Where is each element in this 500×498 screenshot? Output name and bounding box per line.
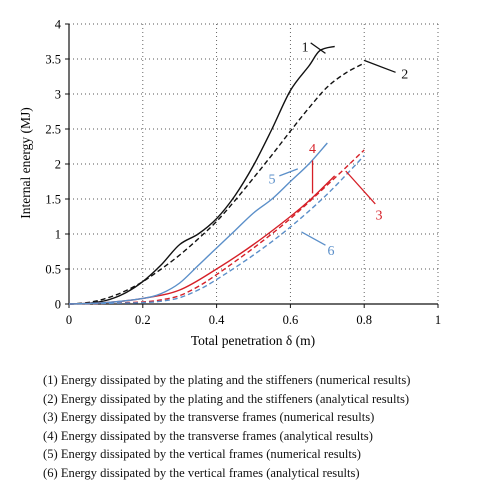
annotation-label-3: 3: [375, 208, 382, 223]
y-tick-label: 0.5: [45, 263, 61, 277]
x-tick-label: 0.2: [135, 313, 151, 327]
annotation-label-2: 2: [401, 68, 408, 83]
annotation-leader-3: [345, 170, 376, 205]
x-tick-label: 0.6: [283, 313, 299, 327]
energy-chart: 0 0.2 0.4 0.6 0.8 1 0 0.5 1 1.5 2 2.5 3 3.5 4 1 2 4 5 3 6 T…: [18, 18, 441, 349]
y-axis-label: Internal energy (MJ): [18, 107, 33, 218]
series-line-3: [68, 175, 336, 305]
y-tick-label: 3: [55, 88, 61, 102]
legend: (1) Energy dissipated by the plating and…: [43, 371, 410, 483]
y-tick-label: 2: [55, 158, 61, 172]
y-tick-label: 1: [55, 228, 61, 242]
annotation-label-6: 6: [327, 244, 334, 259]
x-tick-label: 0.4: [209, 313, 225, 327]
annotation-label-4: 4: [309, 142, 316, 157]
x-tick-label: 0: [66, 313, 72, 327]
x-tick-label: 1: [435, 313, 441, 327]
y-tick-label: 2.5: [45, 123, 61, 137]
legend-item-5: (5) Energy dissipated by the vertical fr…: [43, 447, 361, 462]
series-line-5: [68, 142, 328, 305]
legend-item-2: (2) Energy dissipated by the plating and…: [43, 391, 410, 406]
grid-lines: [69, 23, 439, 304]
y-tick-label: 3.5: [45, 53, 61, 67]
curve-annotations: 1 2 4 5 3 6: [268, 40, 408, 259]
legend-item-4: (4) Energy dissipated by the transverse …: [43, 428, 373, 443]
y-tick-label: 1.5: [45, 193, 61, 207]
tick-labels: 0 0.2 0.4 0.6 0.8 1 0 0.5 1 1.5 2 2.5 3 3.5 4: [45, 18, 441, 328]
annotation-label-5: 5: [268, 173, 275, 188]
y-tick-label: 0: [55, 298, 61, 312]
series-line-1: [68, 45, 335, 305]
series-line-2: [68, 62, 365, 305]
annotation-leader-5: [279, 168, 299, 177]
annotation-leader-2: [363, 59, 396, 73]
series-line-6: [68, 155, 365, 305]
legend-item-6: (6) Energy dissipated by the vertical fr…: [43, 465, 360, 480]
annotation-label-1: 1: [302, 40, 309, 55]
annotation-leader-1: [310, 42, 326, 54]
axes: [65, 23, 439, 308]
data-series: [68, 45, 365, 305]
x-axis-label: Total penetration δ (m): [191, 333, 315, 348]
annotation-leader-6: [301, 231, 326, 246]
y-tick-label: 4: [55, 18, 62, 32]
x-tick-label: 0.8: [356, 313, 372, 327]
legend-item-3: (3) Energy dissipated by the transverse …: [43, 410, 375, 425]
legend-item-1: (1) Energy dissipated by the plating and…: [43, 373, 411, 387]
